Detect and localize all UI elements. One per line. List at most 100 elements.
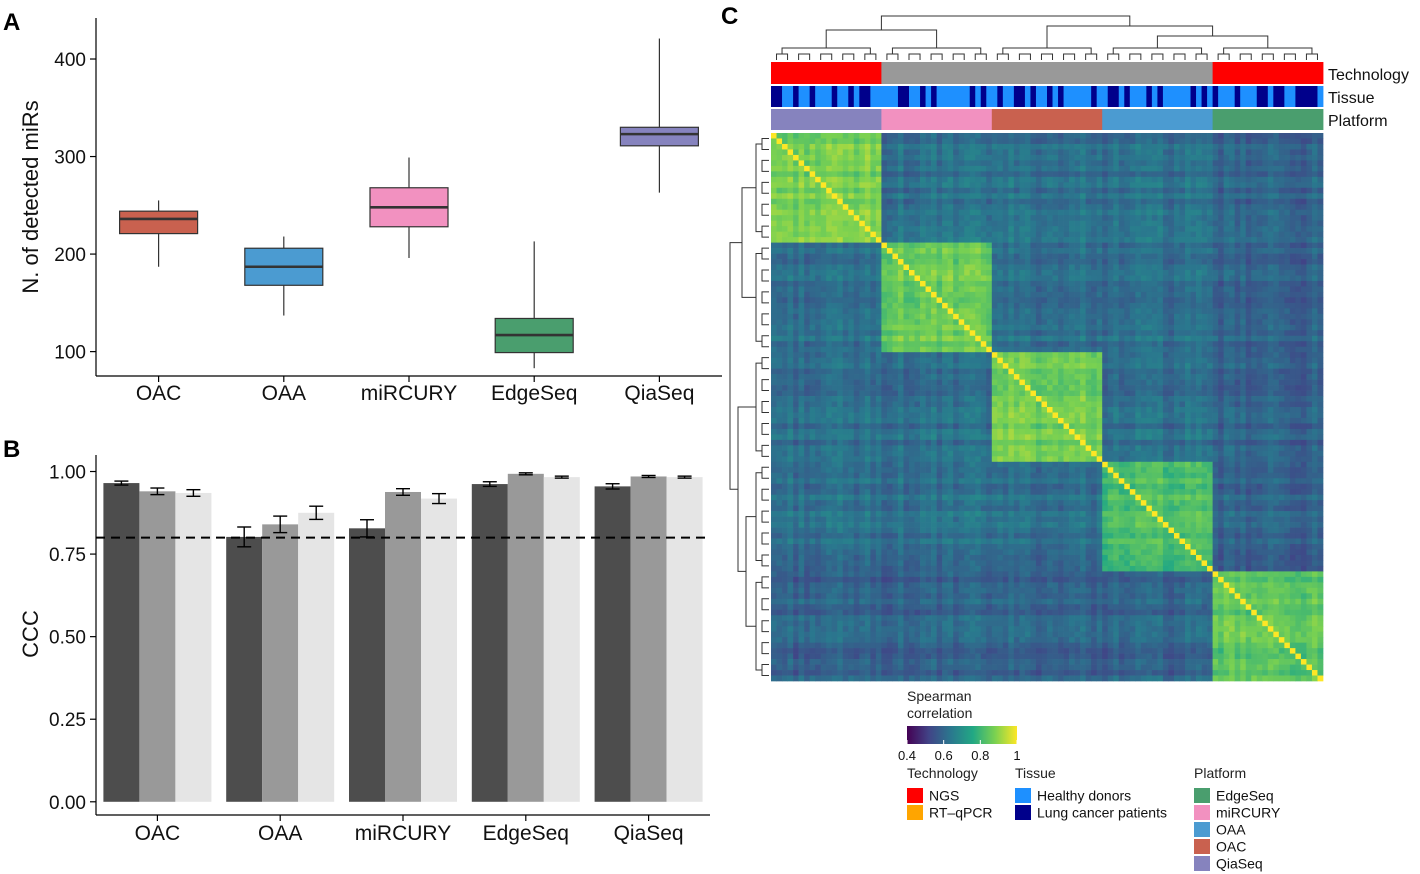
heatmap-cell <box>1091 313 1098 320</box>
heatmap-cell <box>1146 291 1153 298</box>
heatmap-cell <box>1251 346 1258 353</box>
heatmap-cell <box>782 220 788 227</box>
heatmap-cell <box>1262 176 1269 183</box>
heatmap-cell <box>842 187 849 194</box>
heatmap-cell <box>969 352 976 359</box>
heatmap-cell <box>842 215 849 222</box>
heatmap-cell <box>1212 270 1219 276</box>
heatmap-cell <box>920 220 926 227</box>
heatmap-cell <box>931 187 937 194</box>
heatmap-cell <box>1168 259 1175 265</box>
heatmap-cell <box>1306 143 1313 150</box>
heatmap-cell <box>920 231 926 238</box>
heatmap-cell <box>1262 264 1269 271</box>
heatmap-cell <box>815 237 822 243</box>
heatmap-cell <box>1041 182 1048 189</box>
heatmap-cell <box>1102 374 1109 380</box>
tissue-cell <box>1102 86 1109 107</box>
heatmap-cell <box>953 379 960 386</box>
heatmap-cell <box>897 215 904 222</box>
heatmap-cell <box>936 138 943 145</box>
heatmap-cell <box>809 176 816 183</box>
heatmap-cell <box>1024 160 1031 167</box>
heatmap-cell <box>1140 215 1147 222</box>
heatmap-cell <box>831 275 838 282</box>
heatmap-cell <box>804 335 810 342</box>
heatmap-cell <box>1013 204 1020 211</box>
heatmap-cell <box>864 160 871 167</box>
heatmap-cell <box>1024 215 1031 222</box>
heatmap-cell <box>1074 220 1081 227</box>
heatmap-cell <box>1284 182 1291 189</box>
heatmap-cell <box>1107 171 1114 178</box>
heatmap-cell <box>1118 237 1125 243</box>
heatmap-cell <box>997 335 1004 342</box>
heatmap-cell <box>782 270 788 276</box>
heatmap-cell <box>1102 176 1109 183</box>
heatmap-cell <box>892 341 899 348</box>
heatmap-cell <box>909 176 915 183</box>
heatmap-cell <box>1058 363 1064 369</box>
heatmap-cell <box>892 374 899 380</box>
heatmap-cell <box>1063 368 1070 375</box>
heatmap-cell <box>1311 379 1318 386</box>
heatmap-cell <box>831 374 838 380</box>
heatmap-cell <box>947 308 954 315</box>
heatmap-cell <box>1179 149 1186 156</box>
heatmap-cell <box>914 330 921 337</box>
heatmap-cell <box>1135 352 1142 359</box>
heatmap-cell <box>947 313 954 320</box>
heatmap-cell <box>1135 357 1142 364</box>
heatmap-cell <box>1179 346 1186 353</box>
heatmap-cell <box>1267 264 1274 271</box>
heatmap-cell <box>1173 275 1180 282</box>
heatmap-cell <box>1096 231 1103 238</box>
heatmap-cell <box>1223 275 1230 282</box>
heatmap-cell <box>815 319 822 326</box>
heatmap-cell <box>1024 165 1031 172</box>
heatmap-cell <box>1218 308 1224 315</box>
heatmap-cell <box>1035 324 1042 331</box>
heatmap-cell <box>1008 165 1015 172</box>
heatmap-cell <box>842 341 849 348</box>
heatmap-cell <box>1289 154 1296 161</box>
heatmap-cell <box>997 248 1004 254</box>
heatmap-cell <box>980 363 987 369</box>
heatmap-cell <box>1129 319 1136 326</box>
heatmap-cell <box>1289 259 1296 265</box>
heatmap-cell <box>1245 357 1252 364</box>
heatmap-cell <box>1289 160 1296 167</box>
heatmap-cell <box>1135 280 1142 287</box>
heatmap-cell <box>1151 324 1158 331</box>
heatmap-cell <box>1162 133 1169 139</box>
heatmap-cell <box>925 346 932 353</box>
heatmap-cell <box>1256 379 1263 386</box>
heatmap-cell <box>1229 335 1236 342</box>
column-dendrogram-branch <box>1129 53 1142 60</box>
heatmap-cell <box>776 313 783 320</box>
heatmap-cell <box>1091 291 1098 298</box>
heatmap-cell <box>964 253 971 260</box>
heatmap-cell <box>1080 176 1086 183</box>
heatmap-cell <box>776 138 783 145</box>
heatmap-cell <box>1245 182 1252 189</box>
heatmap-cell <box>1140 248 1147 254</box>
heatmap-cell <box>953 182 960 189</box>
heatmap-cell <box>1140 193 1147 200</box>
heatmap-cell <box>986 341 993 348</box>
heatmap-cell <box>881 154 888 161</box>
heatmap-cell <box>931 176 937 183</box>
heatmap-cell <box>1013 280 1020 287</box>
heatmap-cell <box>975 291 982 298</box>
heatmap-cell <box>1168 204 1175 211</box>
heatmap-cell <box>848 242 855 249</box>
heatmap-cell <box>782 176 788 183</box>
heatmap-cell <box>1306 220 1313 227</box>
heatmap-cell <box>1002 242 1009 249</box>
heatmap-cell <box>1245 335 1252 342</box>
heatmap-cell <box>1107 341 1114 348</box>
heatmap-cell <box>837 226 844 232</box>
heatmap-cell <box>881 363 888 369</box>
heatmap-cell <box>1047 341 1053 348</box>
heatmap-cell <box>1278 374 1285 380</box>
